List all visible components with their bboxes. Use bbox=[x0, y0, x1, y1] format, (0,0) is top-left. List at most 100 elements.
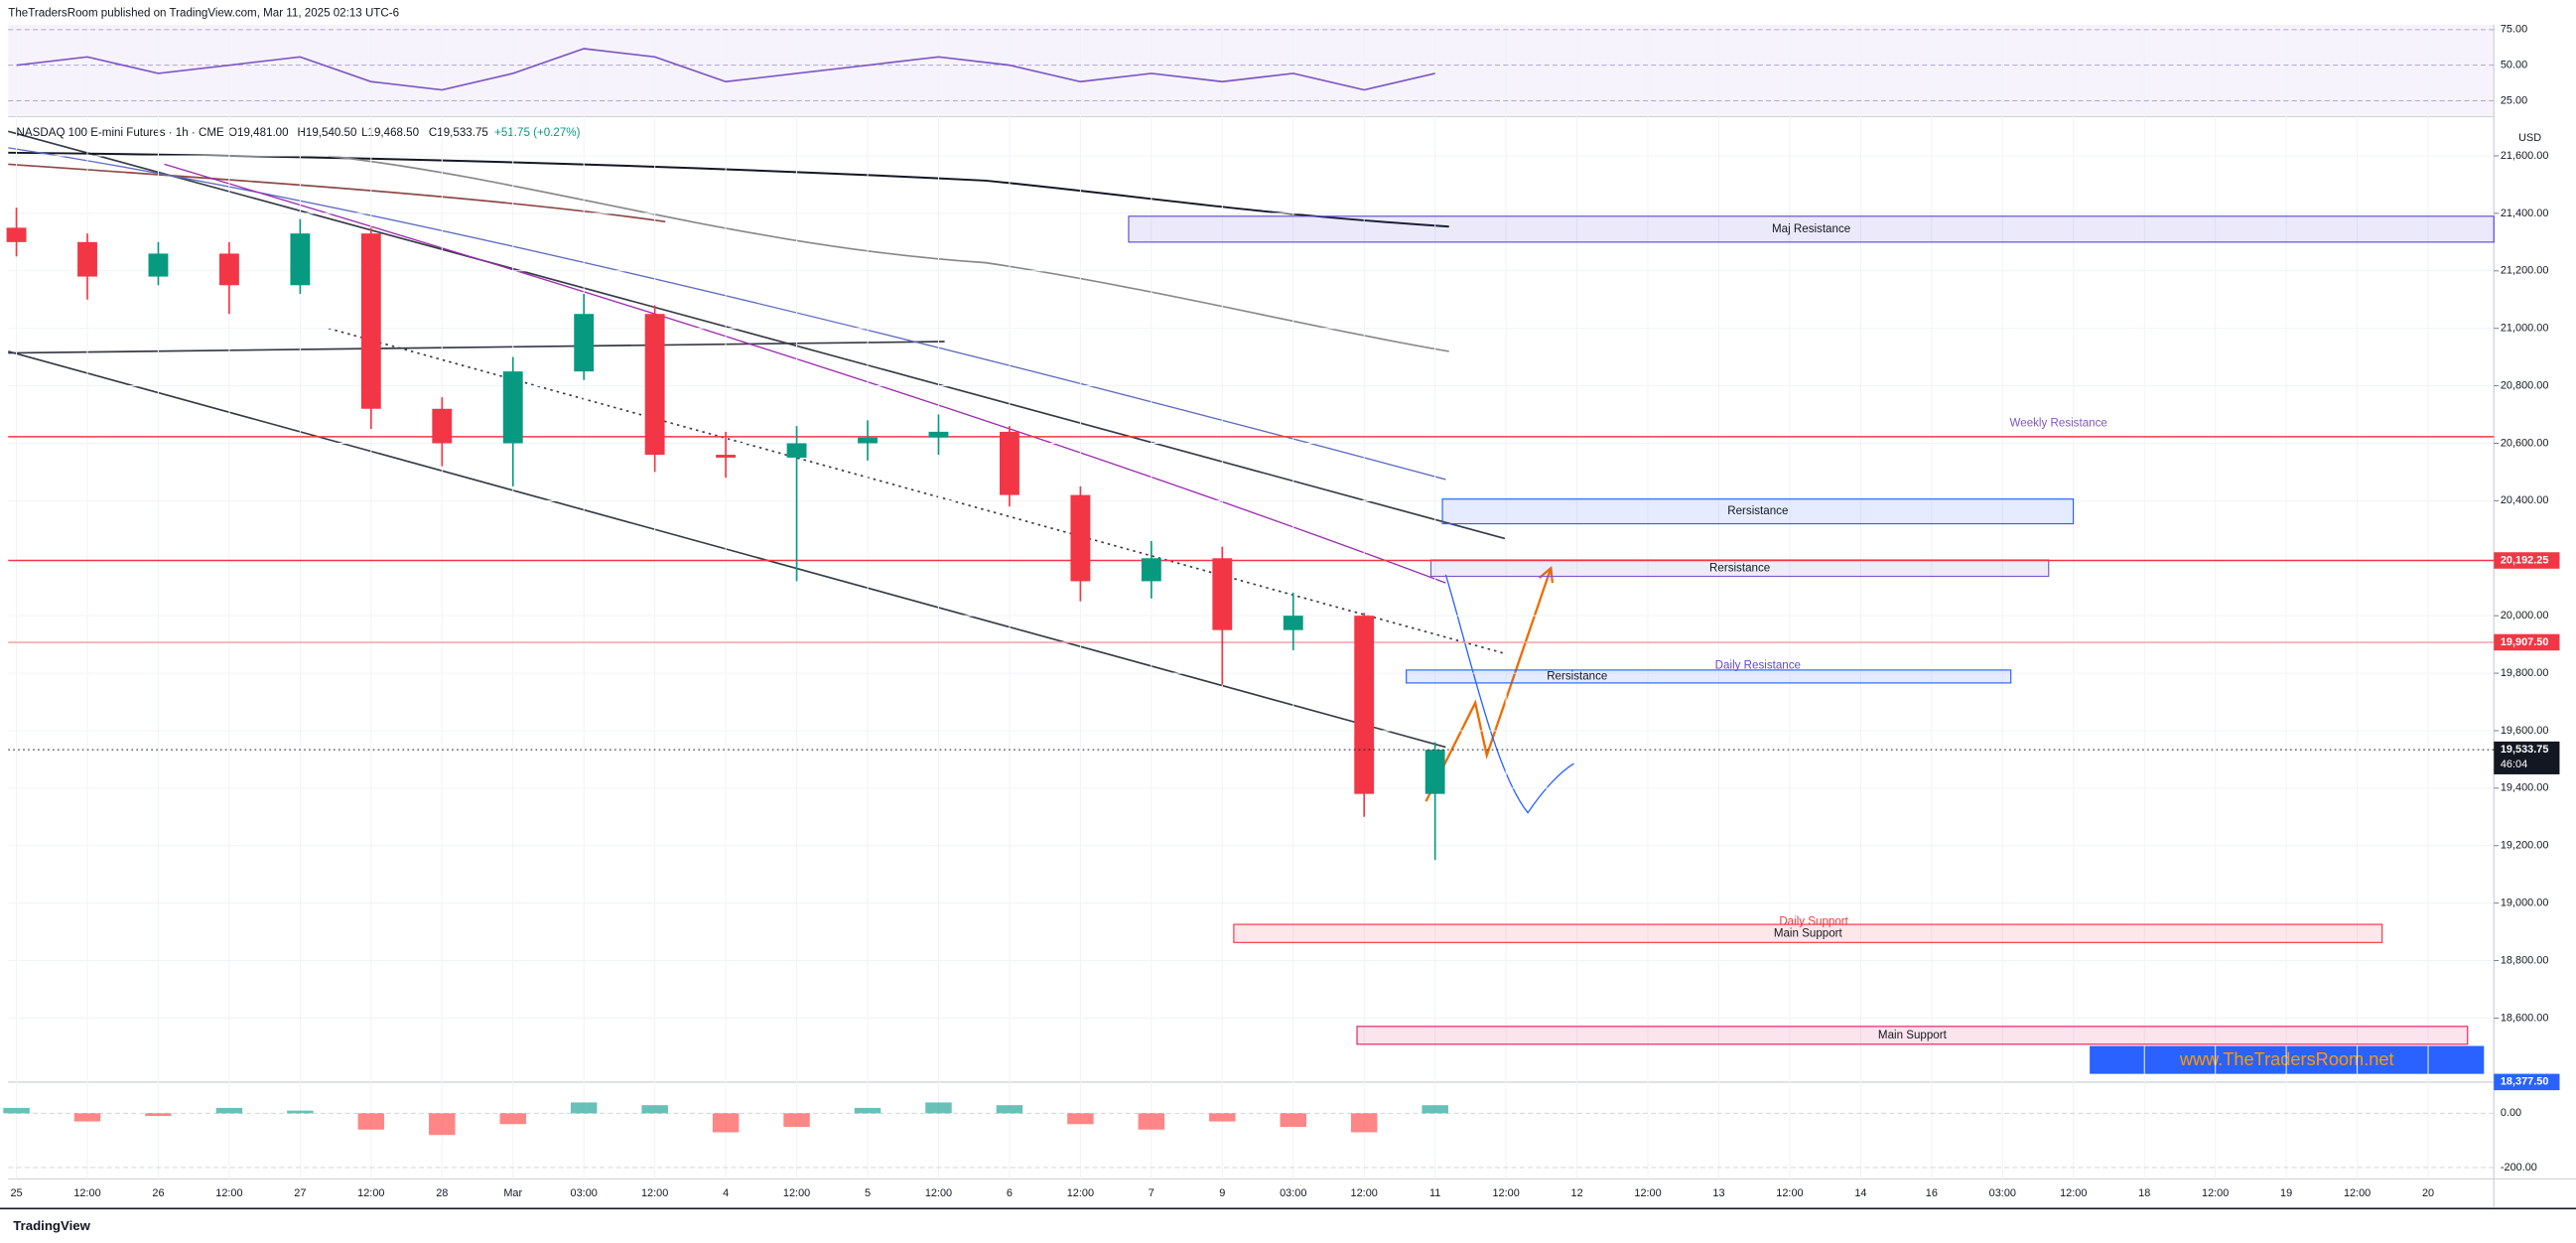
candle-body bbox=[1424, 750, 1445, 794]
macd-histogram-bar bbox=[3, 1107, 30, 1114]
symbol-title: NASDAQ 100 E-mini Futures · 1h · CME bbox=[17, 127, 224, 139]
candle-body bbox=[644, 314, 665, 456]
candle-body bbox=[6, 227, 27, 242]
macd-histogram-bar bbox=[1209, 1113, 1236, 1122]
annotation: Weekly Resistance bbox=[2010, 418, 2107, 430]
moving-average bbox=[164, 163, 1446, 584]
zone bbox=[1406, 669, 2012, 684]
x-tick-label: 20 bbox=[2422, 1187, 2434, 1199]
moving-average bbox=[8, 163, 666, 223]
rsi-tick-label: 75.00 bbox=[2501, 24, 2527, 36]
ohlc-close: C19,533.75 bbox=[429, 127, 488, 139]
rsi-line bbox=[16, 48, 1435, 91]
price-label-box bbox=[2494, 552, 2560, 569]
zone-label: Rersistance bbox=[1727, 505, 1788, 517]
candle-body bbox=[77, 241, 97, 277]
macd-histogram-bar bbox=[1280, 1113, 1306, 1128]
macd-histogram-bar bbox=[996, 1105, 1023, 1114]
zone bbox=[1128, 215, 2495, 243]
ohlc-readout: O19,481.00 H19,540.50 L19,468.50 C19,533… bbox=[228, 127, 581, 139]
x-tick-label: 14 bbox=[1854, 1187, 1866, 1199]
x-tick-label: 03:00 bbox=[571, 1187, 598, 1199]
y-tick-label: 19,600.00 bbox=[2501, 725, 2549, 737]
candle-body bbox=[786, 443, 807, 458]
x-tick-label: 5 bbox=[865, 1187, 871, 1199]
macd-histogram-bar bbox=[854, 1107, 881, 1114]
macd-histogram-bar bbox=[215, 1107, 243, 1114]
trend-lines bbox=[8, 130, 1574, 814]
ohlc-low: L19,468.50 bbox=[361, 127, 419, 139]
macd-histogram-bar bbox=[641, 1105, 668, 1114]
x-tick-label: 9 bbox=[1219, 1187, 1225, 1199]
rsi-tick-label: 50.00 bbox=[2501, 60, 2527, 71]
macd-histogram-bar bbox=[1067, 1113, 1094, 1125]
zone-label: Main Support bbox=[1878, 1030, 1948, 1041]
y-tick-label: 20,800.00 bbox=[2501, 379, 2549, 391]
zone bbox=[1356, 1026, 2469, 1045]
x-tick-label: 27 bbox=[294, 1187, 306, 1199]
price-label: 19,533.75 bbox=[2501, 744, 2549, 756]
y-tick-label: 19,000.00 bbox=[2501, 898, 2549, 909]
price-label: 19,907.50 bbox=[2501, 636, 2549, 648]
zone bbox=[1233, 923, 2383, 943]
y-tick-label: 19,400.00 bbox=[2501, 782, 2549, 794]
x-tick-label: 12:00 bbox=[783, 1187, 810, 1199]
y-tick-label: 21,600.00 bbox=[2501, 150, 2549, 162]
candle-body bbox=[148, 253, 169, 277]
x-tick-label: 12:00 bbox=[1492, 1187, 1519, 1199]
projection-arrow bbox=[1424, 567, 1553, 802]
moving-average bbox=[8, 147, 1446, 481]
x-tick-label: 12:00 bbox=[2344, 1187, 2371, 1199]
y-tick-label: 19,800.00 bbox=[2501, 667, 2549, 679]
y-tick-label: 21,200.00 bbox=[2501, 265, 2549, 277]
channel-bottom bbox=[8, 350, 1446, 749]
rsi-tick-label: 25.00 bbox=[2501, 94, 2527, 106]
y-tick-label: 18,600.00 bbox=[2501, 1012, 2549, 1024]
x-tick-label: 12:00 bbox=[925, 1187, 952, 1199]
macd-histogram-bar bbox=[1422, 1105, 1448, 1114]
macd-histogram-bar bbox=[429, 1113, 456, 1136]
x-tick-label: 26 bbox=[152, 1187, 164, 1199]
candle-body bbox=[1354, 616, 1375, 794]
x-tick-label: 12:00 bbox=[73, 1187, 100, 1199]
candle-body bbox=[218, 253, 239, 286]
candle-body bbox=[1212, 558, 1233, 630]
candle-body bbox=[858, 437, 878, 444]
macd-tick-label: -200.00 bbox=[2501, 1162, 2537, 1174]
x-tick-label: 12:00 bbox=[1634, 1187, 1661, 1199]
macd-histogram-bar bbox=[1138, 1113, 1165, 1130]
macd-histogram-bar bbox=[783, 1113, 810, 1128]
x-tick-label: 25 bbox=[10, 1187, 22, 1199]
x-tick-label: 03:00 bbox=[1989, 1187, 2016, 1199]
macd-histogram-bar bbox=[357, 1113, 385, 1130]
candle-body bbox=[716, 455, 737, 458]
macd-histogram-bar bbox=[499, 1113, 526, 1125]
price-label-box bbox=[2494, 1073, 2560, 1091]
x-tick-label: 28 bbox=[436, 1187, 448, 1199]
price-label-box bbox=[2494, 633, 2560, 651]
ohlc-high: H19,540.50 bbox=[298, 127, 357, 139]
price-label: 18,377.50 bbox=[2501, 1076, 2549, 1088]
zone-label: Rersistance bbox=[1547, 670, 1607, 682]
x-tick-label: 18 bbox=[2138, 1187, 2150, 1199]
x-tick-label: 12:00 bbox=[641, 1187, 668, 1199]
ohlc-open: O19,481.00 bbox=[228, 127, 289, 139]
macd-histogram-bar bbox=[145, 1113, 172, 1117]
y-tick-label: 20,000.00 bbox=[2501, 610, 2549, 622]
zone bbox=[1441, 498, 2075, 525]
candle-body bbox=[1141, 558, 1161, 582]
x-tick-label: 19 bbox=[2280, 1187, 2292, 1199]
zone-label: Maj Resistance bbox=[1772, 223, 1850, 235]
macd-histogram-bar bbox=[925, 1102, 952, 1114]
x-tick-label: 13 bbox=[1712, 1187, 1724, 1199]
projection-path bbox=[1444, 574, 1574, 814]
candle-body bbox=[928, 431, 949, 438]
candle-body bbox=[1283, 616, 1303, 630]
trend-line bbox=[8, 341, 945, 354]
moving-average bbox=[8, 151, 1449, 228]
channel-top bbox=[8, 130, 1506, 540]
y-tick-label: 21,400.00 bbox=[2501, 207, 2549, 219]
x-tick-label: 12:00 bbox=[2060, 1187, 2087, 1199]
x-tick-label: 4 bbox=[723, 1187, 729, 1199]
candle-body bbox=[432, 408, 453, 444]
